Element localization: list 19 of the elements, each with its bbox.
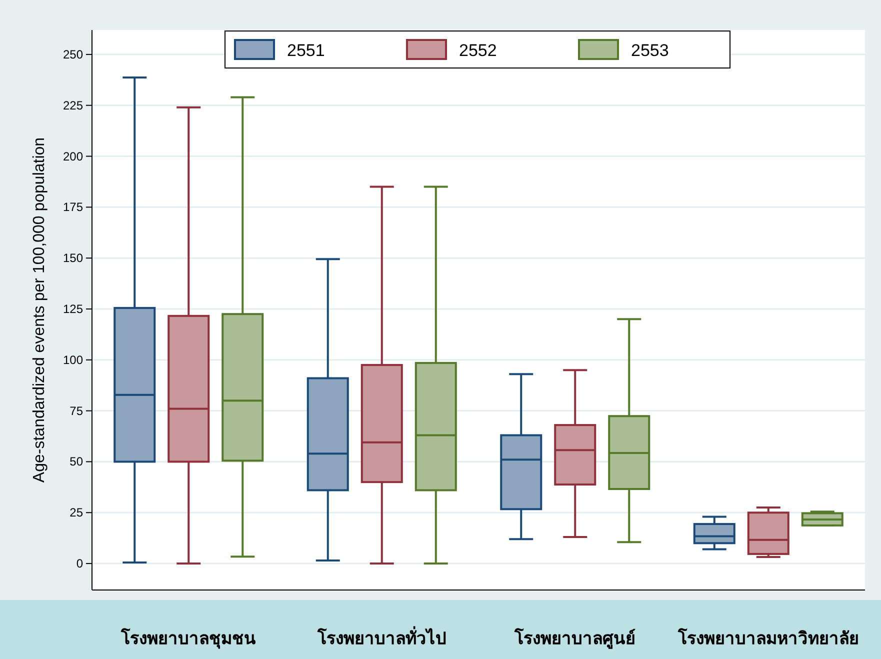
y-tick-label: 100 xyxy=(62,352,84,367)
y-tick-label: 175 xyxy=(62,200,84,214)
y-tick-label: 50 xyxy=(70,454,84,469)
y-tick-label: 225 xyxy=(62,98,84,112)
y-tick-label: 150 xyxy=(62,251,84,266)
x-tick-label: โรงพยาบาลชุมชน xyxy=(120,628,256,649)
y-tick-label: 125 xyxy=(62,302,84,316)
y-tick-label: 25 xyxy=(70,506,84,520)
legend-label: 2552 xyxy=(459,41,497,60)
y-axis-title: Age-standardized events per 100,000 population xyxy=(31,137,48,483)
y-tick-label: 200 xyxy=(62,149,84,164)
y-tick-label: 75 xyxy=(70,404,84,418)
x-tick-label: โรงพยาบาลศูนย์ xyxy=(514,628,636,650)
x-tick-label: โรงพยาบาลทั่วไป xyxy=(316,626,446,648)
legend-label: 2553 xyxy=(631,41,669,60)
y-tick-label: 250 xyxy=(62,47,84,62)
x-tick-label: โรงพยาบาลมหาวิทยาลัย xyxy=(676,628,859,648)
y-tick-label: 0 xyxy=(76,556,84,571)
legend-label: 2551 xyxy=(287,41,325,60)
